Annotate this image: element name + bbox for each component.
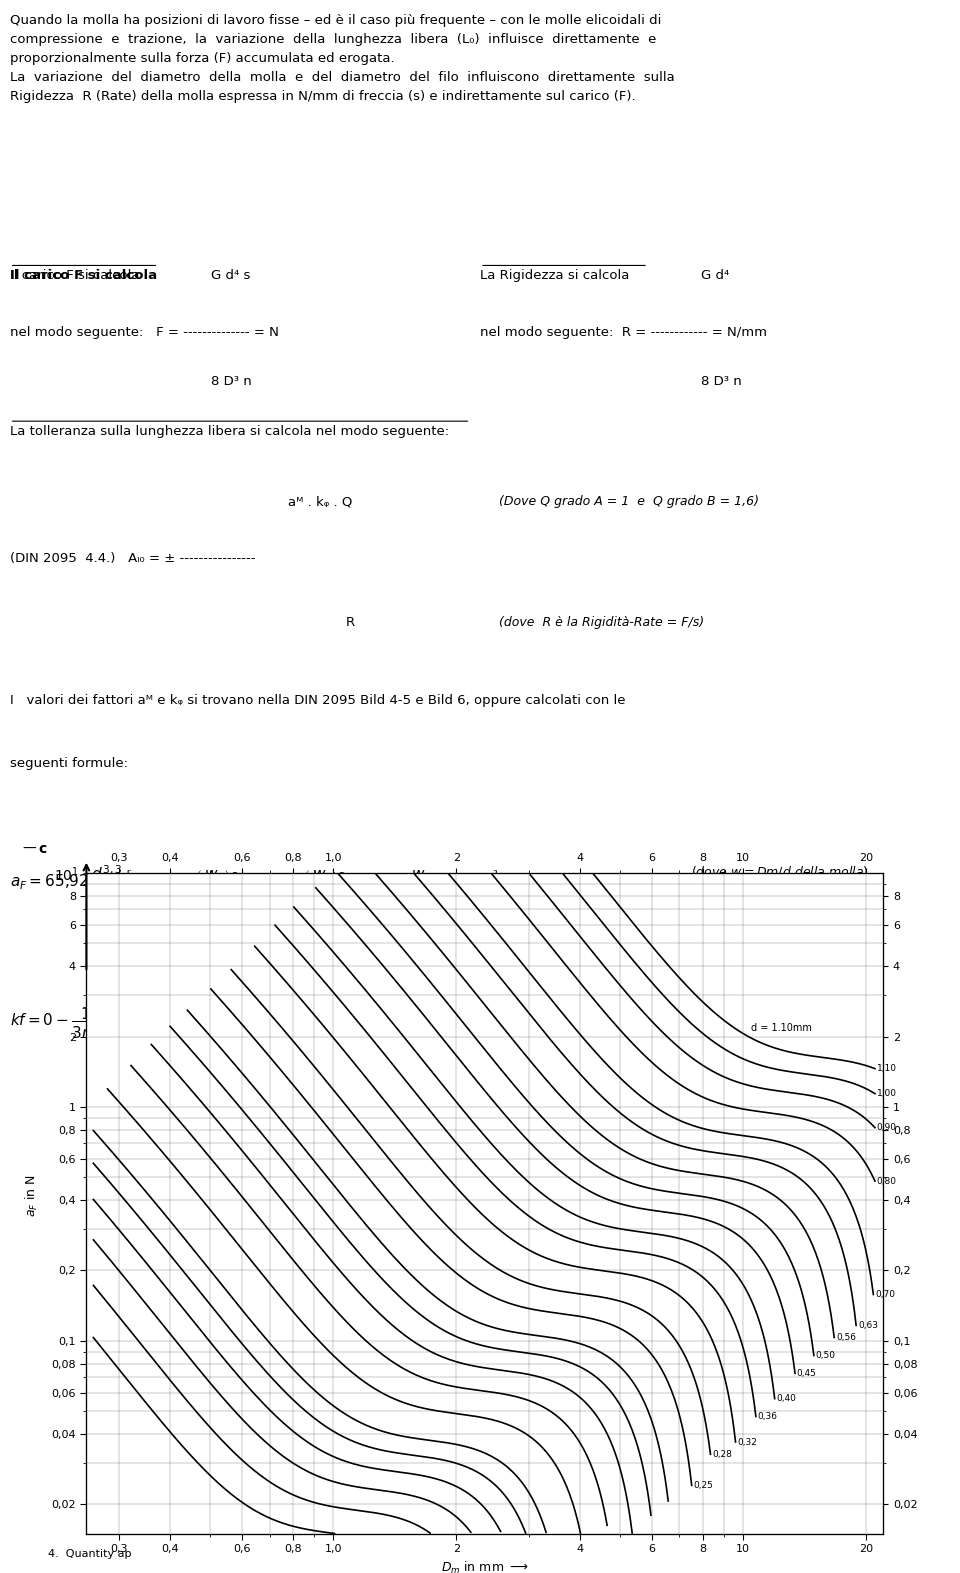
Text: 8 D³ n: 8 D³ n [701, 374, 741, 389]
Text: 0,28: 0,28 [712, 1450, 732, 1458]
Text: 0,56: 0,56 [836, 1332, 856, 1342]
Text: $(dove\ n = spire\ utili\ della\ molla)$: $(dove\ n = spire\ utili\ della\ molla)$ [384, 1005, 584, 1022]
Text: 0,63: 0,63 [858, 1321, 877, 1329]
Text: 1,10: 1,10 [876, 1065, 897, 1073]
Text: $a_F = 65{,}92\,\dfrac{d^{3,3}}{D^{1,6}}\left[0-0{,}84\left(\dfrac{w}{10}\right): $a_F = 65{,}92\,\dfrac{d^{3,3}}{D^{1,6}}… [10, 864, 497, 901]
Text: 0,36: 0,36 [757, 1413, 778, 1420]
Text: 8 D³ n: 8 D³ n [211, 374, 252, 389]
Text: 0,40: 0,40 [777, 1394, 797, 1403]
Text: 1,00: 1,00 [876, 1089, 897, 1098]
Text: 0,50: 0,50 [816, 1351, 835, 1361]
Text: I   valori dei fattori aᴹ e kᵩ si trovano nella DIN 2095 Bild 4-5 e Bild 6, oppu: I valori dei fattori aᴹ e kᵩ si trovano … [10, 694, 625, 706]
Text: (Dove Q grado A = 1  e  Q grado B = 1,6): (Dove Q grado A = 1 e Q grado B = 1,6) [499, 495, 759, 508]
Text: 0,45: 0,45 [797, 1369, 817, 1378]
Text: R: R [346, 615, 355, 629]
Text: 4.  Quantity ap: 4. Quantity ap [48, 1549, 132, 1559]
Text: La tolleranza sulla lunghezza libera si calcola nel modo seguente:: La tolleranza sulla lunghezza libera si … [10, 425, 448, 437]
Text: aᴹ . kᵩ . Q: aᴹ . kᵩ . Q [288, 495, 352, 508]
Text: $kf = 0 - \dfrac{1}{3n^2}+\dfrac{8}{5n}+0{,}803$: $kf = 0 - \dfrac{1}{3n^2}+\dfrac{8}{5n}+… [10, 1005, 204, 1041]
Text: 0,25: 0,25 [693, 1480, 713, 1490]
Text: (dove  R è la Rigidità-Rate = F/s): (dove R è la Rigidità-Rate = F/s) [499, 615, 705, 629]
Text: 0,80: 0,80 [876, 1177, 897, 1186]
Text: d = 1.10mm: d = 1.10mm [751, 1022, 812, 1032]
Text: seguenti formule:: seguenti formule: [10, 757, 128, 771]
Text: nel modo seguente:   F = -------------- = N: nel modo seguente: F = -------------- = … [10, 326, 278, 338]
Text: 0,32: 0,32 [737, 1438, 757, 1447]
Text: 0,90: 0,90 [876, 1123, 897, 1133]
Text: $(dove\ w = Dm/d\ della\ molla)$: $(dove\ w = Dm/d\ della\ molla)$ [691, 864, 869, 879]
Text: 0,70: 0,70 [876, 1290, 895, 1299]
Text: Il carico F si calcola: Il carico F si calcola [10, 269, 156, 282]
Text: G d⁴ s: G d⁴ s [211, 269, 251, 282]
X-axis label: $D_m$ in mm $\longrightarrow$: $D_m$ in mm $\longrightarrow$ [441, 1560, 529, 1573]
Text: c: c [38, 842, 47, 856]
Text: G d⁴: G d⁴ [701, 269, 729, 282]
Text: Il carico F si calcola: Il carico F si calcola [10, 269, 139, 282]
Text: —: — [23, 842, 36, 856]
Text: $a_F$ in N: $a_F$ in N [24, 1173, 40, 1218]
Text: nel modo seguente:  R = ------------ = N/mm: nel modo seguente: R = ------------ = N/… [480, 326, 767, 338]
Text: La Rigidezza si calcola: La Rigidezza si calcola [480, 269, 630, 282]
Text: (DIN 2095  4.4.)   Aₗ₀ = ± ----------------: (DIN 2095 4.4.) Aₗ₀ = ± ---------------- [10, 552, 255, 565]
Text: Quando la molla ha posizioni di lavoro fisse – ed è il caso più frequente – con : Quando la molla ha posizioni di lavoro f… [10, 14, 674, 104]
